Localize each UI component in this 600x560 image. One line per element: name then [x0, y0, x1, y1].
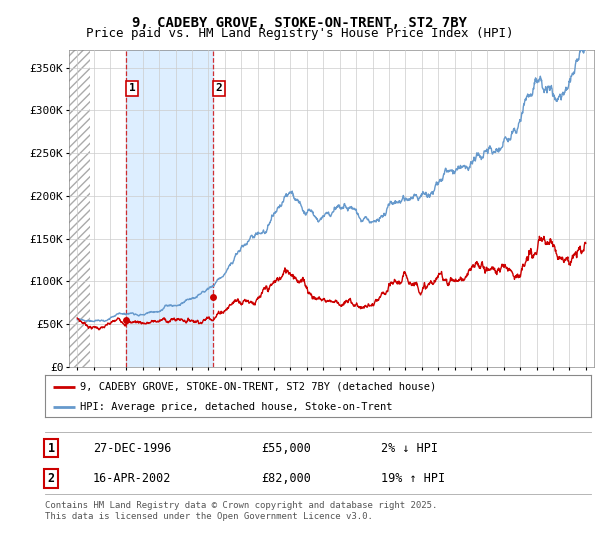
Bar — [126, 50, 213, 367]
Text: Price paid vs. HM Land Registry's House Price Index (HPI): Price paid vs. HM Land Registry's House … — [86, 27, 514, 40]
Text: 1: 1 — [128, 83, 136, 94]
Text: 27-DEC-1996: 27-DEC-1996 — [93, 441, 172, 455]
Text: 1: 1 — [47, 441, 55, 455]
Text: 2: 2 — [47, 472, 55, 486]
Text: 9, CADEBY GROVE, STOKE-ON-TRENT, ST2 7BY: 9, CADEBY GROVE, STOKE-ON-TRENT, ST2 7BY — [133, 16, 467, 30]
Text: £55,000: £55,000 — [261, 441, 311, 455]
Text: HPI: Average price, detached house, Stoke-on-Trent: HPI: Average price, detached house, Stok… — [80, 402, 393, 412]
Text: 19% ↑ HPI: 19% ↑ HPI — [381, 472, 445, 486]
Text: 2% ↓ HPI: 2% ↓ HPI — [381, 441, 438, 455]
Text: 2: 2 — [215, 83, 223, 94]
Text: Contains HM Land Registry data © Crown copyright and database right 2025.
This d: Contains HM Land Registry data © Crown c… — [45, 501, 437, 521]
Text: 9, CADEBY GROVE, STOKE-ON-TRENT, ST2 7BY (detached house): 9, CADEBY GROVE, STOKE-ON-TRENT, ST2 7BY… — [80, 382, 437, 392]
Text: £82,000: £82,000 — [261, 472, 311, 486]
Text: 16-APR-2002: 16-APR-2002 — [93, 472, 172, 486]
Bar — [69, 50, 91, 367]
